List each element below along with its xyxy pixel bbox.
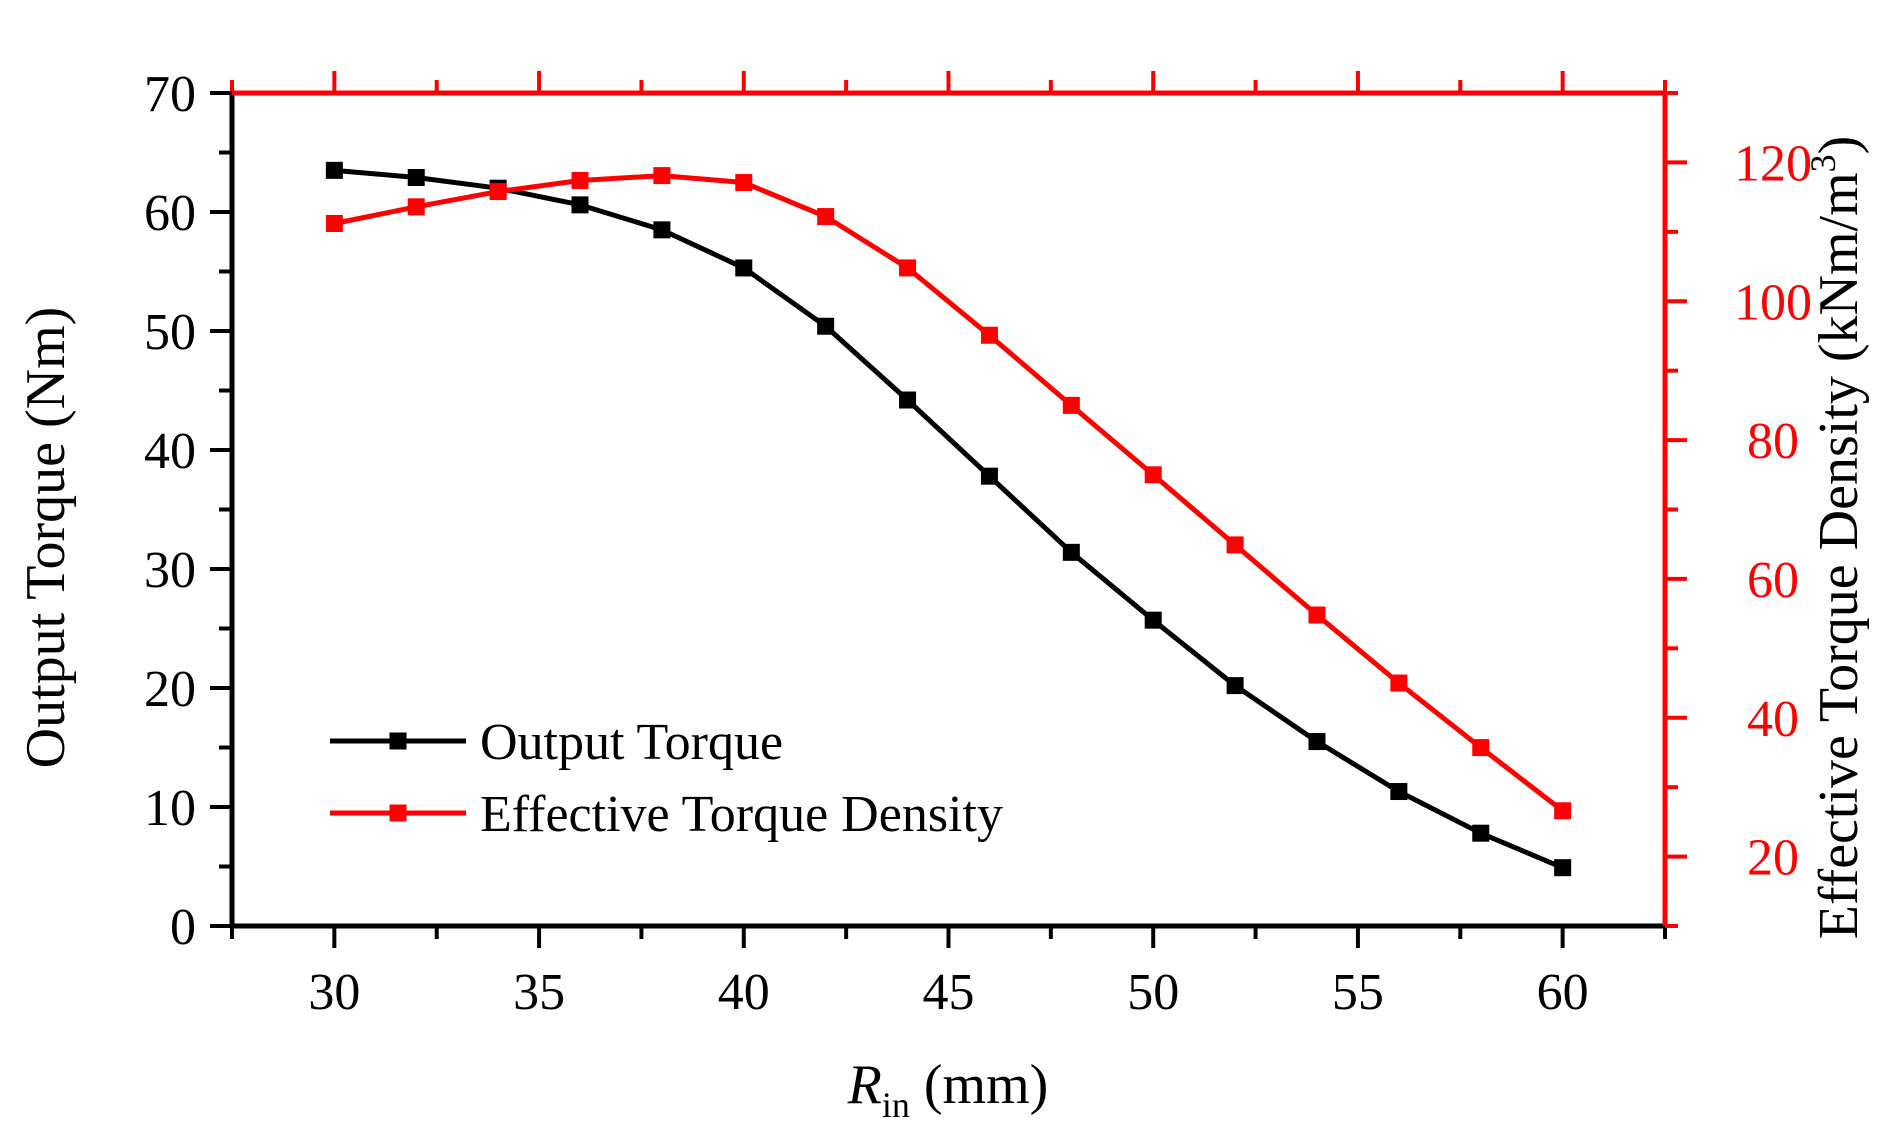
torque-data-point xyxy=(899,391,917,409)
right-y-axis-title: Effective Torque Density (kNm/m3) xyxy=(1803,136,1870,940)
torque-data-point xyxy=(407,168,425,186)
left-tick-label: 60 xyxy=(144,185,196,242)
right-tick-label: 20 xyxy=(1747,830,1799,887)
legend-label: Output Torque xyxy=(480,714,783,771)
left-tick-label: 40 xyxy=(144,423,196,480)
torque-data-point xyxy=(653,221,671,239)
density-data-point xyxy=(980,326,998,344)
x-tick-label: 35 xyxy=(513,964,565,1021)
density-data-point xyxy=(653,167,671,185)
torque-data-point xyxy=(817,317,835,335)
torque-data-point xyxy=(1062,543,1080,561)
torque-data-point xyxy=(735,259,753,277)
density-series-line xyxy=(333,173,1565,813)
density-data-point xyxy=(325,215,343,233)
density-data-point xyxy=(1390,674,1408,692)
torque-data-point xyxy=(1144,611,1162,629)
density-data-point xyxy=(1226,536,1244,554)
x-tick-label: 60 xyxy=(1537,964,1589,1021)
density-data-point xyxy=(899,259,917,277)
density-data-point xyxy=(817,208,835,226)
left-tick-label: 70 xyxy=(144,66,196,123)
torque-data-point xyxy=(1472,824,1490,842)
torque-data-point xyxy=(1390,783,1408,801)
x-tick-label: 55 xyxy=(1332,964,1384,1021)
density-data-point xyxy=(1144,466,1162,484)
density-data-point xyxy=(407,198,425,216)
legend-marker xyxy=(389,804,407,822)
torque-data-point xyxy=(1226,677,1244,695)
axes-layer xyxy=(210,71,1687,948)
x-tick-label: 40 xyxy=(718,964,770,1021)
left-tick-label: 10 xyxy=(144,780,196,837)
right-tick-label: 100 xyxy=(1734,274,1812,331)
torque-data-point xyxy=(980,467,998,485)
density-data-point xyxy=(1554,802,1572,820)
left-y-axis-title: Output Torque (Nm) xyxy=(15,307,77,769)
legend-label: Effective Torque Density xyxy=(480,786,1003,843)
right-tick-label: 80 xyxy=(1747,413,1799,470)
left-tick-label: 50 xyxy=(144,304,196,361)
right-tick-label: 60 xyxy=(1747,552,1799,609)
legend: Output Torque Effective Torque Density xyxy=(330,714,1003,843)
right-tick-label: 40 xyxy=(1747,691,1799,748)
torque-data-point xyxy=(571,196,589,214)
axis-labels: 30 35 40 45 50 55 60 0 10 20 30 40 50 60 70 20 40 60 80 100… xyxy=(15,66,1870,1125)
density-data-point xyxy=(1062,396,1080,414)
torque-data-point xyxy=(325,161,343,179)
left-tick-label: 0 xyxy=(170,899,196,956)
left-tick-label: 30 xyxy=(144,542,196,599)
torque-series-line xyxy=(334,167,1564,870)
density-data-point xyxy=(1472,739,1490,757)
density-data-point xyxy=(489,183,507,201)
left-tick-label: 20 xyxy=(144,661,196,718)
torque-data-point xyxy=(1554,859,1572,877)
x-tick-label: 50 xyxy=(1127,964,1179,1021)
x-axis-title: Rin (mm) xyxy=(847,1054,1049,1125)
x-tick-label: 30 xyxy=(308,964,360,1021)
series-layer xyxy=(325,161,1572,877)
density-data-point xyxy=(1308,606,1326,624)
x-tick-label: 45 xyxy=(923,964,975,1021)
density-data-point xyxy=(571,171,589,189)
legend-marker xyxy=(389,732,407,750)
torque-data-point xyxy=(1308,733,1326,751)
right-tick-label: 120 xyxy=(1734,135,1812,192)
density-data-point xyxy=(735,174,753,192)
